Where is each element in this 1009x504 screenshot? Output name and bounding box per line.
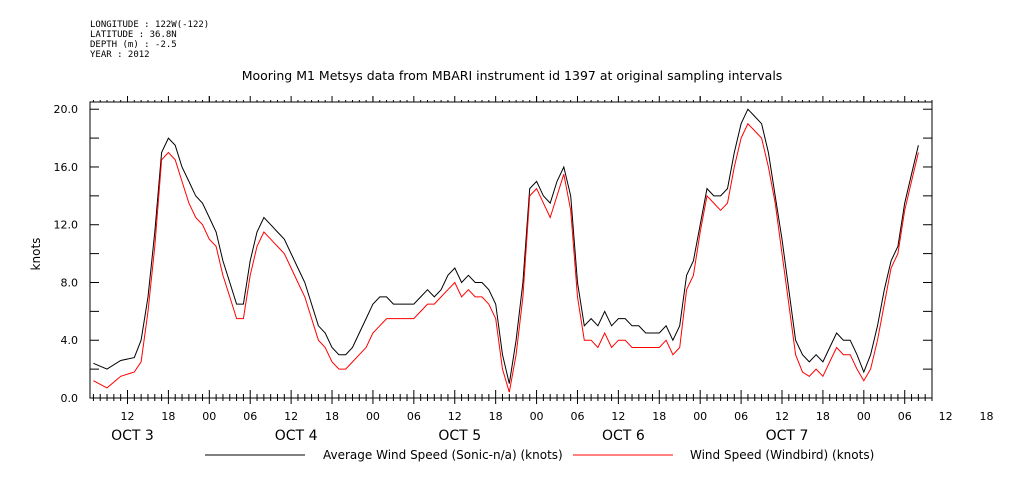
y-tick-label: 12.0	[54, 219, 79, 232]
x-tick-label: 06	[570, 410, 584, 423]
x-tick-label: 18	[652, 410, 666, 423]
x-tick-label: 18	[325, 410, 339, 423]
x-tick-label: 00	[530, 410, 544, 423]
year-text: YEAR : 2012	[90, 50, 150, 60]
y-tick-label: 0.0	[61, 392, 79, 405]
x-tick-label: 18	[980, 410, 994, 423]
day-label: OCT 3	[111, 428, 154, 444]
x-tick-label: 18	[161, 410, 175, 423]
y-tick-label: 8.0	[61, 276, 79, 289]
x-tick-label: 18	[816, 410, 830, 423]
day-label: OCT 5	[438, 428, 481, 444]
longitude-text: LONGITUDE : 122W(-122)	[90, 20, 210, 30]
y-tick-label: 20.0	[54, 103, 79, 116]
x-tick-label: 06	[898, 410, 912, 423]
x-tick-label: 12	[120, 410, 134, 423]
depth-text: DEPTH (m) : -2.5	[90, 40, 177, 50]
series-line-1	[93, 108, 919, 384]
legend: Average Wind Speed (Sonic-n/a) (knots) Wi…	[205, 448, 874, 462]
metadata-block: LONGITUDE : 122W(-122) LATITUDE : 36.8N …	[90, 20, 209, 60]
y-tick-label: 4.0	[61, 334, 79, 347]
axes-group: 0.0 4.0 8.0 12.0 16.0 20.0 12 18 00 06 12 18 00 06 12 1…	[54, 96, 994, 444]
x-tick-label: 00	[693, 410, 707, 423]
chart-title: Mooring M1 Metsys data from MBARI instru…	[242, 68, 783, 83]
y-axis-label: knots	[29, 238, 43, 271]
x-tick-label: 12	[611, 410, 625, 423]
legend-label: Wind Speed (Windbird) (knots)	[690, 448, 874, 462]
day-label: OCT 4	[275, 428, 318, 444]
x-tick-label: 00	[202, 410, 216, 423]
x-tick-label: 12	[448, 410, 462, 423]
x-tick-label: 00	[857, 410, 871, 423]
x-tick-label: 12	[284, 410, 298, 423]
y-tick-label: 16.0	[54, 161, 79, 174]
x-tick-label: 12	[939, 410, 953, 423]
x-tick-label: 06	[243, 410, 257, 423]
series-line-2	[93, 122, 919, 393]
x-tick-label: 12	[775, 410, 789, 423]
latitude-text: LATITUDE : 36.8N	[90, 30, 177, 40]
x-tick-label: 18	[489, 410, 503, 423]
day-label: OCT 6	[602, 428, 645, 444]
x-tick-label: 00	[366, 410, 380, 423]
x-tick-label: 06	[734, 410, 748, 423]
day-label: OCT 7	[766, 428, 809, 444]
x-tick-label: 06	[407, 410, 421, 423]
series-group	[93, 108, 919, 393]
legend-label: Average Wind Speed (Sonic-n/a) (knots)	[323, 448, 563, 462]
plot-frame	[89, 101, 933, 399]
